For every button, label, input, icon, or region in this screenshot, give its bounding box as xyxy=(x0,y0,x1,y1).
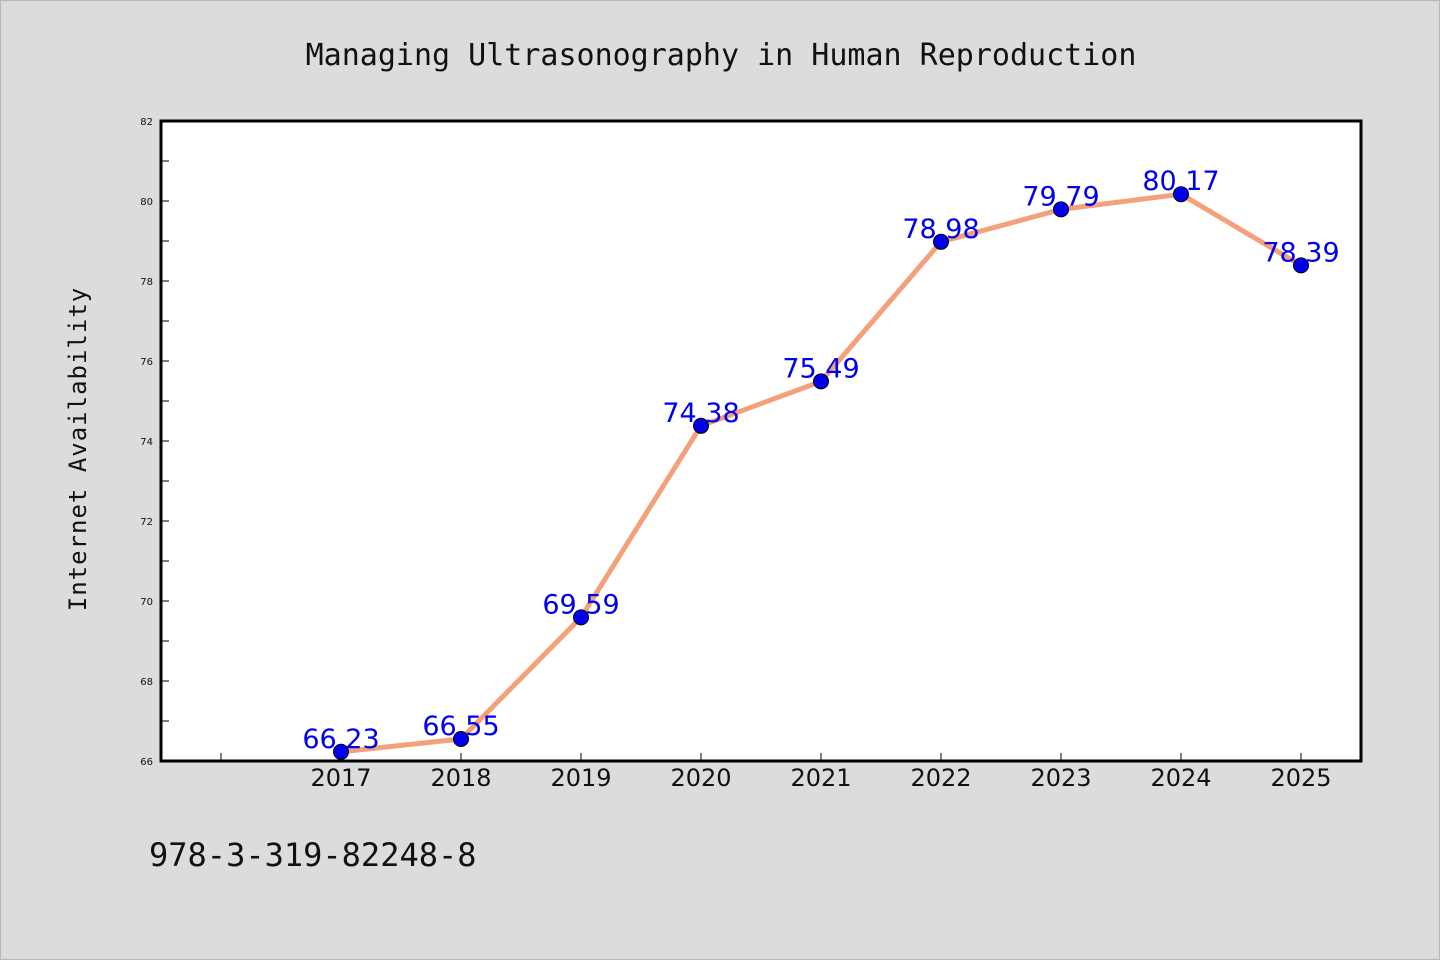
y-tick-label: 80 xyxy=(140,197,153,208)
footer-isbn: 978-3-319-82248-8 xyxy=(149,836,477,874)
data-label: 69.59 xyxy=(542,589,619,620)
data-labels: 66.23 66.55 69.59 74.38 75.49 78.98 79.79 80.17… xyxy=(302,166,1339,755)
data-label: 78.98 xyxy=(902,214,979,245)
data-label: 75.49 xyxy=(782,353,859,384)
y-tick-label: 72 xyxy=(140,517,153,528)
y-tick-label: 68 xyxy=(140,677,153,688)
y-tick-label: 66 xyxy=(140,757,153,768)
data-point xyxy=(1293,257,1309,274)
x-tick-label: 2017 xyxy=(310,764,371,792)
data-label: 78.39 xyxy=(1262,237,1339,268)
data-point xyxy=(933,233,949,250)
series-group xyxy=(333,186,1309,760)
y-tick-label: 74 xyxy=(140,437,153,448)
x-axis-ticks: 2017 2018 2019 2020 2021 2022 2023 2024 2025 xyxy=(220,753,1332,792)
x-tick-label: 2020 xyxy=(670,764,731,792)
data-point xyxy=(1053,201,1069,218)
y-tick-label: 78 xyxy=(140,277,153,288)
y-tick-label: 70 xyxy=(140,597,153,608)
data-point xyxy=(693,417,709,434)
x-tick-label: 2019 xyxy=(550,764,611,792)
y-axis-ticks: 66 68 70 72 74 76 78 80 82 xyxy=(140,117,169,768)
data-label: 80.17 xyxy=(1142,166,1219,197)
x-tick-label: 2024 xyxy=(1150,764,1211,792)
x-tick-label: 2023 xyxy=(1030,764,1091,792)
y-axis-label: Internet Availability xyxy=(64,287,92,611)
y-tick-label: 76 xyxy=(140,357,153,368)
data-label: 66.55 xyxy=(422,711,499,742)
data-label: 79.79 xyxy=(1022,181,1099,212)
data-label: 74.38 xyxy=(662,398,739,429)
data-point xyxy=(333,743,349,760)
data-label: 66.23 xyxy=(302,724,379,755)
data-point xyxy=(573,609,589,626)
x-tick-label: 2025 xyxy=(1270,764,1331,792)
x-tick-label: 2021 xyxy=(790,764,851,792)
data-point xyxy=(453,731,469,747)
x-tick-label: 2018 xyxy=(430,764,491,792)
chart-title: Managing Ultrasonography in Human Reprod… xyxy=(306,38,1137,73)
y-tick-label: 82 xyxy=(140,117,153,128)
data-point xyxy=(813,373,829,390)
data-point xyxy=(1173,186,1189,203)
plot-area xyxy=(159,119,1363,763)
x-tick-label: 2022 xyxy=(910,764,971,792)
